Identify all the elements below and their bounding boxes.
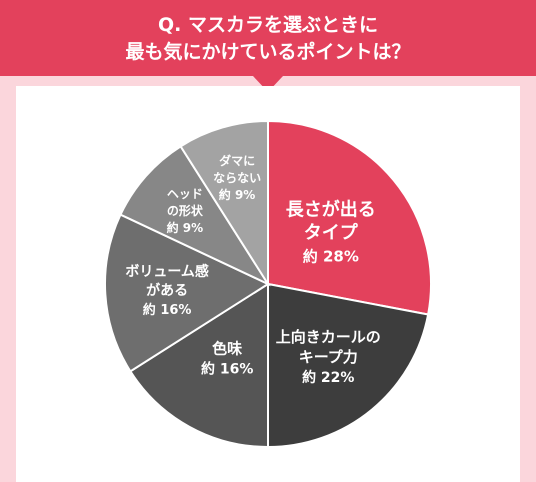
question-line-1: Q. マスカラを選ぶときに bbox=[158, 14, 378, 36]
slice-1-label-line-1: 長さが出る bbox=[286, 198, 376, 220]
slice-1-value-label: 約 28% bbox=[303, 247, 359, 265]
slice-6-value-label: 約 9% bbox=[219, 187, 256, 202]
slice-4-label-line-2: がある bbox=[146, 282, 188, 299]
pie-slice-4 bbox=[104, 213, 271, 373]
banner-pointer-triangle bbox=[253, 76, 283, 92]
pie-slice-5 bbox=[119, 144, 271, 287]
pie-slice-2 bbox=[267, 282, 430, 449]
slice-6-label-line-2: ならない bbox=[213, 171, 261, 185]
slice-4-value-label: 約 16% bbox=[143, 302, 192, 318]
slice-3-value-label: 約 16% bbox=[201, 361, 253, 378]
pie-slice-6 bbox=[179, 119, 269, 288]
slice-2-label-line-2: キープ力 bbox=[299, 348, 358, 366]
slice-6-label-line-1: ダマに bbox=[219, 153, 255, 168]
pie-slice-3 bbox=[128, 282, 269, 449]
slice-2-value-label: 約 22% bbox=[302, 369, 354, 386]
slice-5-label-line-1: ヘッド bbox=[167, 187, 203, 201]
slice-4-label-line-1: ボリューム感 bbox=[125, 263, 209, 280]
banner-pointer bbox=[253, 76, 283, 92]
slice-5-label-line-2: の形状 bbox=[167, 203, 204, 218]
slice-3-label-line-1: 色味 bbox=[212, 340, 242, 358]
question-banner: Q. マスカラを選ぶときに 最も気にかけているポイントは？ bbox=[0, 0, 536, 76]
question-line-2: 最も気にかけているポイントは？ bbox=[125, 41, 411, 63]
pie-slice-1 bbox=[267, 119, 432, 316]
slice-2-label-line-1: 上向きカールの bbox=[276, 328, 381, 346]
slice-1-label-line-2: タイプ bbox=[304, 221, 359, 243]
slice-5-value-label: 約 9% bbox=[167, 220, 204, 235]
